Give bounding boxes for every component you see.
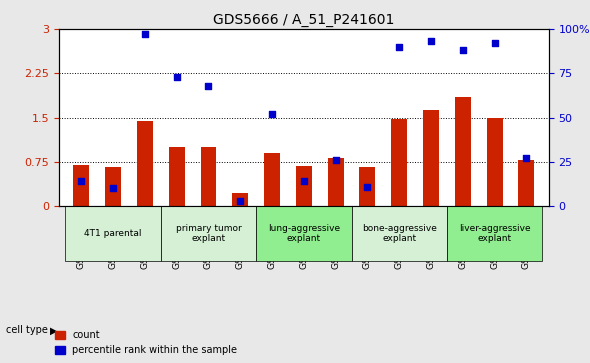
Text: ▶: ▶: [50, 325, 58, 335]
Point: [77, 178, 86, 184]
Point: [490, 40, 499, 46]
Point: [235, 198, 245, 204]
Point: [331, 157, 340, 163]
Bar: [487, 118, 503, 206]
Bar: [423, 110, 439, 206]
Bar: [232, 193, 248, 206]
Legend: count, percentile rank within the sample: count, percentile rank within the sample: [52, 327, 240, 358]
FancyBboxPatch shape: [65, 206, 160, 261]
Title: GDS5666 / A_51_P241601: GDS5666 / A_51_P241601: [213, 13, 395, 26]
FancyBboxPatch shape: [160, 206, 256, 261]
Bar: [264, 153, 280, 206]
Point: [204, 83, 213, 89]
Bar: [105, 167, 121, 206]
Point: [140, 32, 150, 37]
Bar: [201, 147, 217, 206]
Bar: [359, 167, 375, 206]
Point: [267, 111, 277, 117]
Bar: [391, 119, 407, 206]
Point: [395, 44, 404, 50]
Point: [458, 48, 467, 53]
FancyBboxPatch shape: [256, 206, 352, 261]
Bar: [137, 121, 153, 206]
Point: [299, 178, 309, 184]
Text: bone-aggressive
explant: bone-aggressive explant: [362, 224, 437, 244]
Bar: [169, 147, 185, 206]
Point: [363, 184, 372, 189]
Bar: [455, 97, 471, 206]
Point: [172, 74, 181, 80]
FancyBboxPatch shape: [447, 206, 542, 261]
Bar: [73, 165, 89, 206]
Point: [522, 155, 531, 161]
Text: liver-aggressive
explant: liver-aggressive explant: [459, 224, 530, 244]
Point: [427, 38, 436, 44]
FancyBboxPatch shape: [352, 206, 447, 261]
Bar: [519, 160, 535, 206]
Text: cell type: cell type: [6, 325, 48, 335]
Bar: [296, 166, 312, 206]
Point: [109, 185, 118, 191]
Bar: [327, 158, 343, 206]
Text: lung-aggressive
explant: lung-aggressive explant: [268, 224, 340, 244]
Text: 4T1 parental: 4T1 parental: [84, 229, 142, 238]
Text: primary tumor
explant: primary tumor explant: [176, 224, 241, 244]
